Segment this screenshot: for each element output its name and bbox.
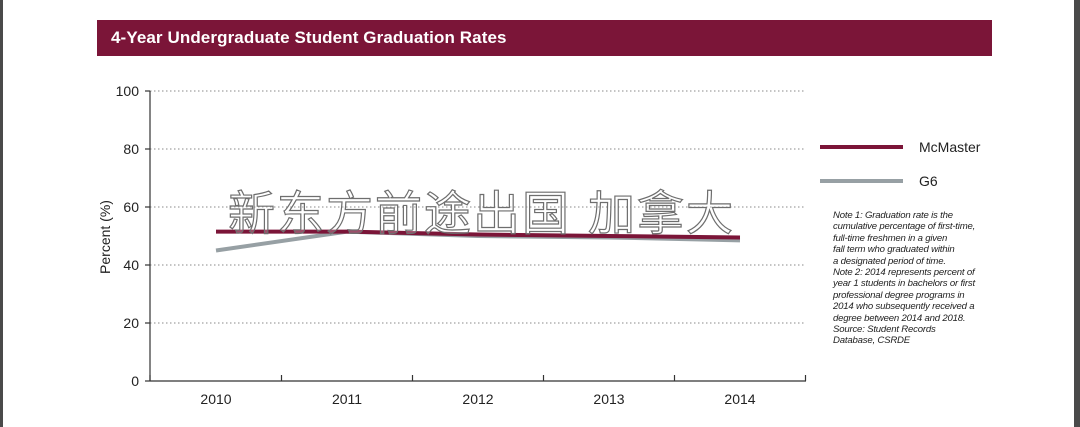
legend-label-mcmaster: McMaster <box>919 139 981 155</box>
axes <box>145 90 807 382</box>
y-tick-label-20: 20 <box>123 315 139 331</box>
series-lines <box>215 229 741 253</box>
window-frame-right <box>1074 0 1080 427</box>
note-line: Source: Student Records <box>833 324 936 336</box>
y-tick-label-0: 0 <box>131 373 139 389</box>
note-line: Note 2: 2014 represents percent of <box>833 267 975 279</box>
note-line: year 1 students in bachelors or first <box>833 278 975 290</box>
x-tick-labels: 2010 2011 2012 2013 2014 <box>200 391 755 407</box>
y-axis-label: Percent (%) <box>97 200 113 274</box>
chart-title: 4-Year Undergraduate Student Graduation … <box>111 28 507 47</box>
note-line: degree between 2014 and 2018. <box>833 312 966 324</box>
y-tick-label-100: 100 <box>116 83 140 99</box>
x-tick-label-2012: 2012 <box>462 391 493 407</box>
legend: McMaster G6 <box>820 139 981 189</box>
y-tick-label-80: 80 <box>123 141 139 157</box>
note-line: Note 1: Graduation rate is the <box>833 210 953 221</box>
note-line: Database, CSRDE <box>833 335 910 347</box>
window-frame-left <box>0 0 3 427</box>
x-tick-label-2014: 2014 <box>724 391 755 407</box>
x-tick-label-2011: 2011 <box>332 391 362 407</box>
gridlines <box>150 90 806 324</box>
series-line-mcmaster <box>216 229 741 240</box>
legend-label-g6: G6 <box>919 173 938 189</box>
x-tick-label-2013: 2013 <box>593 391 624 407</box>
chart-notes: Note 1: Graduation rate is the cumulative… <box>833 210 1023 347</box>
note-line: 2014 who subsequently received a <box>833 301 975 313</box>
note-line: cumulative percentage of first-time, <box>833 221 976 233</box>
note-line: fall term who graduated within <box>833 244 955 256</box>
note-line: professional degree programs in <box>833 289 965 301</box>
watermark-text: 新东方前途出国 加拿大 <box>228 187 735 242</box>
chart-title-bar: 4-Year Undergraduate Student Graduation … <box>97 20 992 56</box>
y-tick-label-40: 40 <box>123 257 139 273</box>
note-line: full-time freshmen in a given <box>833 232 948 244</box>
x-tick-label-2010: 2010 <box>200 391 231 407</box>
y-tick-label-60: 60 <box>123 199 139 215</box>
y-tick-labels: 0 20 40 60 80 100 <box>116 83 140 389</box>
note-line: a designated period of time. <box>833 255 946 267</box>
